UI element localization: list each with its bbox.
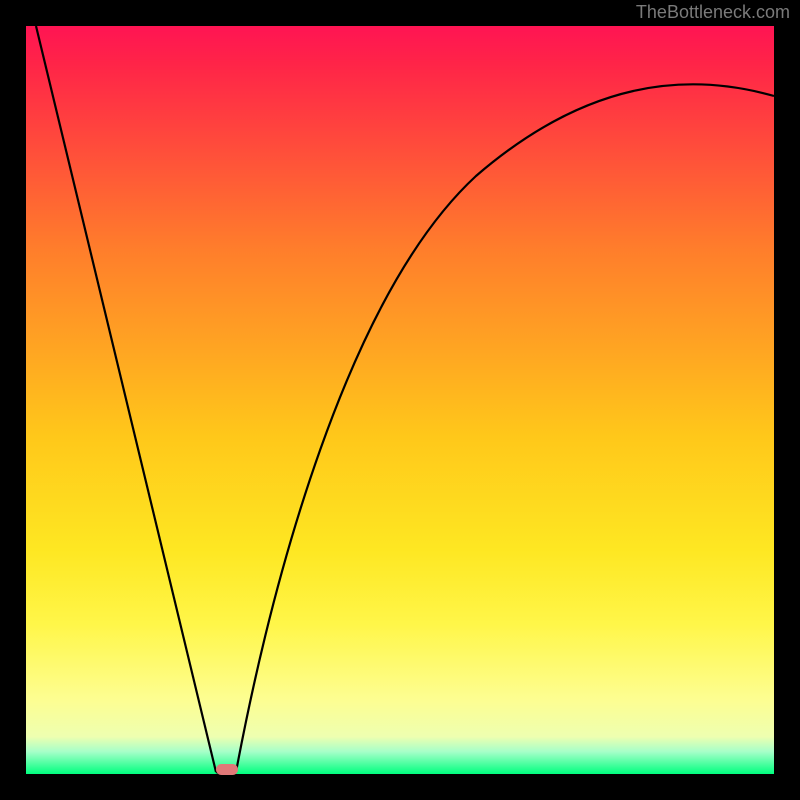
bottom-marker (216, 764, 238, 775)
watermark-text: TheBottleneck.com (636, 2, 790, 23)
left-branch-line (36, 26, 216, 772)
chart-container: TheBottleneck.com (0, 0, 800, 800)
curve-layer (26, 26, 774, 774)
right-branch-curve (236, 84, 774, 772)
plot-area (26, 26, 774, 774)
